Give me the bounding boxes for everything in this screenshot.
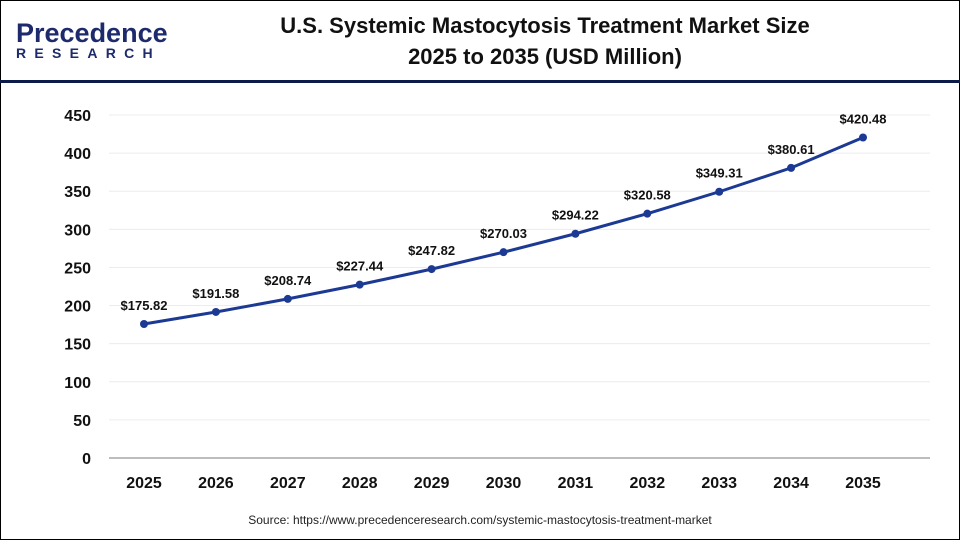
data-point <box>787 163 796 172</box>
data-label: $208.74 <box>264 273 312 288</box>
data-point <box>283 294 292 303</box>
data-label: $380.61 <box>768 142 815 157</box>
data-point <box>643 209 652 218</box>
x-tick-label: 2025 <box>126 475 162 492</box>
x-tick-label: 2027 <box>270 475 306 492</box>
data-label: $227.44 <box>336 259 384 274</box>
data-point <box>211 307 220 316</box>
x-tick-label: 2030 <box>486 475 522 492</box>
y-tick-label: 150 <box>64 337 91 354</box>
x-tick-label: 2033 <box>701 475 737 492</box>
title-line-2: 2025 to 2035 (USD Million) <box>408 44 682 69</box>
y-tick-label: 100 <box>64 375 91 392</box>
data-label: $270.03 <box>480 226 527 241</box>
title-line-1: U.S. Systemic Mastocytosis Treatment Mar… <box>280 13 810 38</box>
data-label: $320.58 <box>624 188 671 203</box>
logo: Precedence RESEARCH <box>16 18 168 61</box>
data-point <box>715 187 724 196</box>
y-tick-label: 200 <box>64 299 91 316</box>
x-tick-label: 2031 <box>558 475 594 492</box>
x-tick-label: 2035 <box>845 475 881 492</box>
y-tick-label: 450 <box>64 108 91 125</box>
y-tick-label: 350 <box>64 184 91 201</box>
y-tick-label: 400 <box>64 146 91 163</box>
header: Precedence RESEARCH U.S. Systemic Mastoc… <box>0 0 960 83</box>
data-label: $420.48 <box>840 112 887 127</box>
data-point <box>571 229 580 238</box>
data-point <box>499 248 508 257</box>
x-tick-label: 2032 <box>630 475 666 492</box>
data-label: $191.58 <box>192 286 239 301</box>
y-tick-label: 0 <box>82 451 91 468</box>
data-point <box>355 280 364 289</box>
data-label: $247.82 <box>408 243 455 258</box>
x-tick-label: 2028 <box>342 475 378 492</box>
y-tick-label: 250 <box>64 260 91 277</box>
data-label: $349.31 <box>696 166 743 181</box>
data-label: $175.82 <box>121 298 168 313</box>
data-point <box>140 319 148 328</box>
logo-subtext: RESEARCH <box>16 45 161 61</box>
x-tick-label: 2034 <box>773 475 809 492</box>
source-text: Source: https://www.precedenceresearch.c… <box>248 513 712 527</box>
x-tick-label: 2029 <box>414 475 450 492</box>
logo-text: Precedence <box>16 18 168 48</box>
y-tick-label: 50 <box>73 413 91 430</box>
data-point <box>427 265 436 274</box>
y-tick-label: 300 <box>64 222 91 239</box>
x-tick-label: 2026 <box>198 475 234 492</box>
data-point <box>859 133 867 142</box>
chart-title: U.S. Systemic Mastocytosis Treatment Mar… <box>230 10 860 72</box>
data-label: $294.22 <box>552 208 599 223</box>
